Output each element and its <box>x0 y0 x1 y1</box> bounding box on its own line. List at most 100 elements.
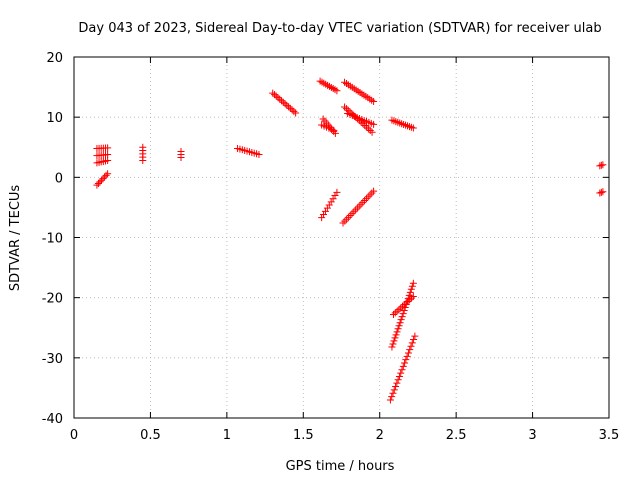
data-point <box>331 129 339 137</box>
data-point <box>400 301 408 309</box>
data-point <box>348 210 356 218</box>
data-point <box>104 150 112 158</box>
data-point <box>283 101 291 109</box>
data-point <box>399 310 407 318</box>
axis-ticks <box>73 56 610 419</box>
data-point <box>333 87 341 95</box>
x-axis-label: GPS time / hours <box>286 459 395 474</box>
x-tick-label: 3.5 <box>599 428 620 443</box>
data-point <box>101 173 109 181</box>
data-point <box>395 372 403 380</box>
data-point <box>104 170 112 178</box>
data-point <box>389 389 397 397</box>
data-point <box>362 195 370 203</box>
data-point <box>281 100 289 108</box>
data-point <box>342 105 350 113</box>
data-point <box>406 288 414 296</box>
data-point <box>407 285 415 293</box>
data-point <box>368 189 376 197</box>
data-point <box>393 379 401 387</box>
data-point <box>599 161 607 169</box>
data-point <box>398 366 406 374</box>
data-point <box>599 188 607 196</box>
data-point <box>318 214 326 222</box>
data-point <box>94 180 102 188</box>
data-point <box>407 342 415 350</box>
data-point <box>93 181 101 189</box>
data-point <box>329 195 337 203</box>
data-point <box>399 302 407 310</box>
y-tick-label: -20 <box>42 292 63 307</box>
data-point <box>397 316 405 324</box>
data-point <box>408 294 416 302</box>
data-point <box>339 219 347 227</box>
grid <box>74 57 609 418</box>
data-point <box>352 206 360 214</box>
data-point <box>270 91 278 99</box>
data-point <box>325 201 333 209</box>
data-point <box>361 197 369 205</box>
data-point <box>370 187 378 195</box>
data-point <box>389 340 397 348</box>
data-point <box>399 362 407 370</box>
data-point <box>177 147 185 155</box>
data-point <box>404 349 412 357</box>
data-point <box>274 94 282 102</box>
data-point <box>364 193 372 201</box>
data-point <box>597 161 605 169</box>
data-point <box>333 188 341 196</box>
data-point <box>596 162 604 170</box>
x-tick-label: 2 <box>376 428 384 443</box>
data-point <box>394 325 402 333</box>
data-point <box>269 89 277 97</box>
data-point <box>409 124 417 132</box>
data-point <box>343 215 351 223</box>
data-point <box>139 143 147 151</box>
data-point <box>397 369 405 377</box>
data-point <box>279 98 287 106</box>
data-point <box>408 282 416 290</box>
data-point <box>404 297 412 305</box>
data-point <box>344 213 352 221</box>
data-point <box>389 311 397 319</box>
data-point <box>330 126 338 134</box>
data-point <box>391 309 399 317</box>
data-point <box>392 331 400 339</box>
data-point <box>321 207 329 215</box>
data-point <box>320 210 328 218</box>
y-tick-label: -10 <box>42 232 63 247</box>
data-point <box>286 104 294 112</box>
x-tick-label: 0 <box>70 428 78 443</box>
y-tick-label: 20 <box>46 51 63 66</box>
data-point <box>361 121 369 129</box>
data-point <box>408 339 416 347</box>
data-point <box>409 292 417 300</box>
data-point <box>388 393 396 401</box>
data-point <box>359 198 367 206</box>
y-tick-label: -40 <box>42 412 63 427</box>
data-point <box>290 107 298 115</box>
data-point <box>366 127 374 135</box>
data-point <box>401 359 409 367</box>
data-point <box>285 103 293 111</box>
data-point <box>391 334 399 342</box>
data-point <box>402 299 410 307</box>
data-point <box>394 376 402 384</box>
data-point <box>409 279 417 287</box>
data-point <box>393 328 401 336</box>
data-points <box>93 77 607 404</box>
data-point <box>406 346 414 354</box>
chart-title: Day 043 of 2023, Sidereal Day-to-day VTE… <box>78 21 601 36</box>
x-tick-label: 2.5 <box>446 428 467 443</box>
y-axis-label: SDTVAR / TECUs <box>8 185 23 292</box>
data-point <box>99 175 107 183</box>
data-point <box>370 120 378 128</box>
y-tick-label: -30 <box>42 352 63 367</box>
data-point <box>102 171 110 179</box>
x-tick-label: 1.5 <box>293 428 314 443</box>
data-point <box>357 200 365 208</box>
data-point <box>104 156 112 164</box>
data-point <box>346 212 354 220</box>
data-point <box>292 109 300 117</box>
